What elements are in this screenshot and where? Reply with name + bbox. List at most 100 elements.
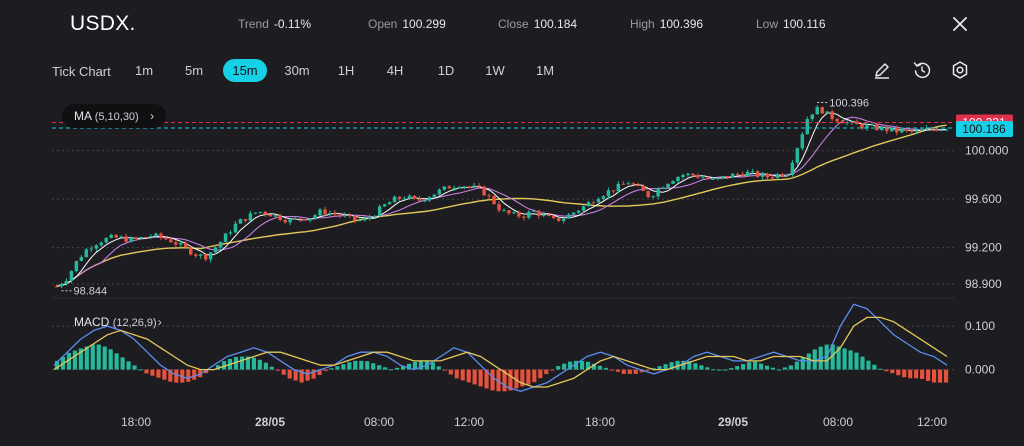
candle-body: [218, 241, 223, 248]
macd-bar: [866, 360, 871, 370]
candle-body: [457, 187, 461, 189]
macd-bar: [794, 361, 799, 370]
candle-body: [387, 202, 392, 205]
candle-body: [303, 219, 307, 221]
close-button[interactable]: [950, 14, 970, 34]
open-value: 100.299: [402, 17, 446, 31]
last-price-value-cyan: 100.186: [962, 122, 1006, 136]
candle-body: [561, 218, 566, 221]
macd-bar: [544, 369, 549, 375]
reset-view-button[interactable]: [912, 60, 932, 80]
candle-body: [238, 219, 243, 224]
timeframe-1d[interactable]: 1D: [437, 63, 455, 78]
ma-indicator-pill[interactable]: MA (5,10,30) ›: [62, 104, 167, 128]
candle-body: [870, 124, 874, 126]
candle-body: [318, 209, 322, 216]
timeframe-1mo[interactable]: 1M: [535, 63, 555, 78]
timeframe-30m[interactable]: 30m: [284, 63, 310, 78]
candle-body: [432, 194, 437, 198]
timeframe-15m[interactable]: 15m: [223, 59, 267, 82]
tick-chart-button[interactable]: Tick Chart: [52, 64, 111, 79]
macd-bar: [562, 363, 567, 370]
ma-label: MA: [74, 109, 92, 123]
rotate-icon: [913, 62, 931, 79]
time-axis-label: 12:00: [917, 415, 947, 429]
candle-body: [507, 210, 511, 214]
macd-bar: [854, 352, 859, 370]
macd-bar: [138, 369, 143, 371]
macd-bar: [621, 369, 626, 374]
candle-body: [586, 202, 591, 207]
candle-body: [412, 195, 417, 199]
timeframe-1h[interactable]: 1H: [337, 63, 355, 78]
candle-body: [208, 252, 213, 260]
candle-body: [904, 129, 909, 131]
trend-value: -0.11%: [273, 17, 312, 31]
macd-indicator-pill[interactable]: MACD (12,26,9)›: [62, 310, 174, 334]
macd-bar: [729, 368, 734, 370]
ma30-line: [56, 124, 947, 288]
candle-body: [666, 183, 670, 188]
macd-bar: [514, 369, 519, 389]
candle-body: [701, 177, 705, 179]
low-value: 100.116: [783, 17, 826, 31]
candle-body: [343, 215, 347, 217]
macd-bar: [311, 369, 316, 379]
timeframe-4h[interactable]: 4H: [386, 63, 404, 78]
candle-body: [253, 212, 258, 214]
candle-body: [656, 188, 660, 197]
candle-body: [691, 173, 695, 176]
macd-bar: [72, 350, 77, 370]
close-stat: Close 100.184: [498, 17, 577, 31]
macd-bar: [532, 369, 537, 383]
settings-button[interactable]: [950, 60, 970, 80]
candle-body: [820, 107, 824, 114]
close-value: 100.184: [533, 17, 578, 31]
macd-bar: [681, 360, 686, 370]
macd-bar: [120, 357, 125, 370]
macd-bar: [299, 369, 304, 383]
candle-body: [104, 237, 108, 243]
candle-body: [790, 162, 795, 175]
symbol-title: USDX.: [70, 12, 136, 35]
candle-body: [686, 173, 690, 176]
macd-bar: [931, 369, 937, 383]
ma10-line: [56, 116, 947, 287]
macd-bar: [699, 365, 704, 370]
candle-body: [248, 213, 253, 221]
candle-body: [462, 186, 466, 188]
candle-body: [502, 210, 506, 212]
candle-body: [900, 129, 904, 133]
timeframe-1m[interactable]: 1m: [134, 63, 154, 78]
macd-bar: [747, 362, 752, 370]
macd-bar: [657, 366, 662, 370]
macd-bar: [585, 361, 591, 370]
draw-tool-button[interactable]: [872, 60, 892, 80]
time-axis-label: 08:00: [364, 415, 394, 429]
candle-body: [134, 237, 138, 239]
candle-body: [875, 124, 879, 131]
candle-body: [298, 218, 302, 220]
candle-body: [54, 286, 59, 288]
macd-bar: [114, 353, 119, 370]
high-value: 100.396: [659, 17, 704, 31]
macd-bar: [926, 369, 931, 381]
timeframe-5m[interactable]: 5m: [184, 63, 204, 78]
candle-body: [213, 247, 218, 253]
candle-body: [914, 130, 919, 132]
candle-body: [696, 175, 700, 178]
macd-bar: [872, 364, 877, 370]
macd-bar: [347, 362, 352, 370]
macd-bar: [633, 369, 638, 374]
macd-bar: [615, 369, 620, 372]
candle-body: [427, 197, 432, 201]
macd-bar: [920, 369, 925, 379]
candle-body: [785, 174, 790, 177]
candle-body: [810, 114, 815, 120]
candle-body: [169, 239, 173, 243]
timeframe-1w[interactable]: 1W: [485, 63, 505, 78]
macd-bar: [126, 361, 131, 370]
macd-signal-line: [53, 316, 948, 388]
macd-bar: [239, 356, 245, 370]
